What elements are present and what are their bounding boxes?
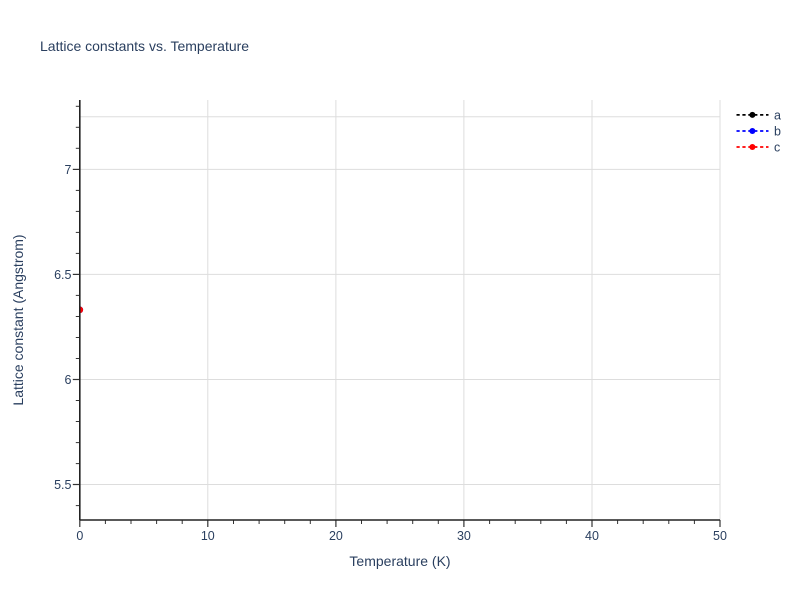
svg-text:40: 40: [585, 529, 599, 543]
svg-text:b: b: [774, 125, 781, 139]
svg-text:a: a: [774, 108, 781, 122]
svg-text:7: 7: [65, 163, 72, 177]
svg-text:50: 50: [713, 529, 727, 543]
svg-text:5.5: 5.5: [54, 478, 71, 492]
svg-text:30: 30: [457, 529, 471, 543]
svg-text:0: 0: [76, 529, 83, 543]
svg-text:c: c: [774, 141, 780, 155]
svg-text:20: 20: [329, 529, 343, 543]
svg-text:6.5: 6.5: [54, 268, 71, 282]
svg-text:6: 6: [65, 373, 72, 387]
svg-text:10: 10: [201, 529, 215, 543]
